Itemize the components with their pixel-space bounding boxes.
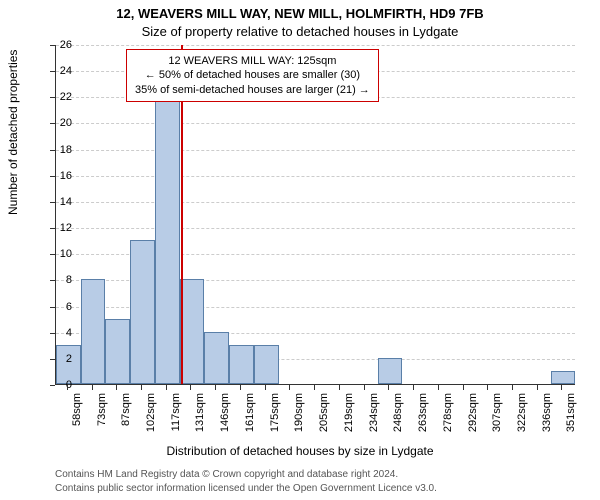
x-tick-mark xyxy=(265,385,266,390)
y-tick-label: 16 xyxy=(42,170,72,182)
y-tick-label: 10 xyxy=(42,248,72,260)
histogram-bar xyxy=(204,332,229,384)
y-tick-label: 4 xyxy=(42,327,72,339)
gridline xyxy=(56,123,575,124)
y-tick-label: 12 xyxy=(42,222,72,234)
y-tick-mark xyxy=(50,176,55,177)
x-tick-mark xyxy=(314,385,315,390)
x-tick-label: 219sqm xyxy=(343,393,355,437)
x-tick-label: 146sqm xyxy=(219,393,231,437)
footer-copyright: Contains HM Land Registry data © Crown c… xyxy=(55,469,398,480)
x-tick-mark xyxy=(141,385,142,390)
chart-subtitle: Size of property relative to detached ho… xyxy=(0,24,600,39)
chart-title: 12, WEAVERS MILL WAY, NEW MILL, HOLMFIRT… xyxy=(0,6,600,21)
x-tick-mark xyxy=(190,385,191,390)
y-tick-label: 8 xyxy=(42,274,72,286)
y-tick-mark xyxy=(50,45,55,46)
gridline xyxy=(56,176,575,177)
histogram-bar xyxy=(551,371,576,384)
x-tick-label: 322sqm xyxy=(516,393,528,437)
y-axis-label: Number of detached properties xyxy=(6,50,20,215)
histogram-bar xyxy=(155,57,180,384)
x-tick-label: 263sqm xyxy=(417,393,429,437)
x-tick-label: 248sqm xyxy=(392,393,404,437)
x-tick-label: 131sqm xyxy=(194,393,206,437)
info-box-line: 12 WEAVERS MILL WAY: 125sqm xyxy=(135,54,370,68)
x-tick-mark xyxy=(438,385,439,390)
y-tick-mark xyxy=(50,228,55,229)
x-tick-label: 234sqm xyxy=(368,393,380,437)
x-tick-mark xyxy=(463,385,464,390)
x-tick-label: 336sqm xyxy=(541,393,553,437)
y-tick-mark xyxy=(50,71,55,72)
y-tick-mark xyxy=(50,254,55,255)
y-tick-mark xyxy=(50,202,55,203)
x-tick-label: 351sqm xyxy=(565,393,577,437)
histogram-bar xyxy=(81,279,106,384)
x-tick-mark xyxy=(388,385,389,390)
y-tick-mark xyxy=(50,123,55,124)
gridline xyxy=(56,150,575,151)
footer-licence: Contains public sector information licen… xyxy=(55,483,437,494)
y-tick-label: 22 xyxy=(42,91,72,103)
y-tick-label: 26 xyxy=(42,39,72,51)
y-tick-mark xyxy=(50,97,55,98)
x-tick-mark xyxy=(512,385,513,390)
y-tick-label: 6 xyxy=(42,301,72,313)
y-tick-mark xyxy=(50,333,55,334)
x-tick-label: 102sqm xyxy=(145,393,157,437)
x-tick-label: 292sqm xyxy=(467,393,479,437)
x-tick-label: 73sqm xyxy=(96,393,108,437)
y-tick-label: 2 xyxy=(42,353,72,365)
y-tick-label: 20 xyxy=(42,117,72,129)
x-tick-label: 58sqm xyxy=(71,393,83,437)
histogram-bar xyxy=(130,240,155,384)
y-tick-label: 24 xyxy=(42,65,72,77)
x-tick-label: 205sqm xyxy=(318,393,330,437)
y-tick-mark xyxy=(50,385,55,386)
info-box-line: 35% of semi-detached houses are larger (… xyxy=(135,83,370,97)
info-box: 12 WEAVERS MILL WAY: 125sqm← 50% of deta… xyxy=(126,49,379,102)
y-tick-mark xyxy=(50,280,55,281)
y-tick-label: 14 xyxy=(42,196,72,208)
x-tick-mark xyxy=(364,385,365,390)
x-tick-mark xyxy=(215,385,216,390)
x-tick-label: 307sqm xyxy=(491,393,503,437)
x-tick-label: 190sqm xyxy=(293,393,305,437)
x-tick-mark xyxy=(289,385,290,390)
gridline xyxy=(56,228,575,229)
x-tick-label: 175sqm xyxy=(269,393,281,437)
histogram-bar xyxy=(378,358,403,384)
x-tick-mark xyxy=(487,385,488,390)
x-tick-mark xyxy=(92,385,93,390)
y-tick-label: 18 xyxy=(42,144,72,156)
x-tick-label: 117sqm xyxy=(170,393,182,437)
plot-area: 12 WEAVERS MILL WAY: 125sqm← 50% of deta… xyxy=(55,45,575,385)
x-tick-mark xyxy=(67,385,68,390)
histogram-bar xyxy=(254,345,279,384)
x-tick-mark xyxy=(339,385,340,390)
x-tick-label: 278sqm xyxy=(442,393,454,437)
x-axis-label: Distribution of detached houses by size … xyxy=(0,444,600,458)
gridline xyxy=(56,45,575,46)
histogram-bar xyxy=(180,279,205,384)
x-tick-label: 87sqm xyxy=(120,393,132,437)
gridline xyxy=(56,202,575,203)
x-tick-mark xyxy=(116,385,117,390)
x-tick-mark xyxy=(537,385,538,390)
histogram-bar xyxy=(229,345,254,384)
x-tick-mark xyxy=(166,385,167,390)
chart-container: 12, WEAVERS MILL WAY, NEW MILL, HOLMFIRT… xyxy=(0,0,600,500)
y-tick-mark xyxy=(50,359,55,360)
y-tick-mark xyxy=(50,150,55,151)
info-box-line: ← 50% of detached houses are smaller (30… xyxy=(135,68,370,82)
x-tick-mark xyxy=(561,385,562,390)
y-tick-mark xyxy=(50,307,55,308)
x-tick-mark xyxy=(413,385,414,390)
x-tick-mark xyxy=(240,385,241,390)
x-tick-label: 161sqm xyxy=(244,393,256,437)
histogram-bar xyxy=(105,319,130,384)
